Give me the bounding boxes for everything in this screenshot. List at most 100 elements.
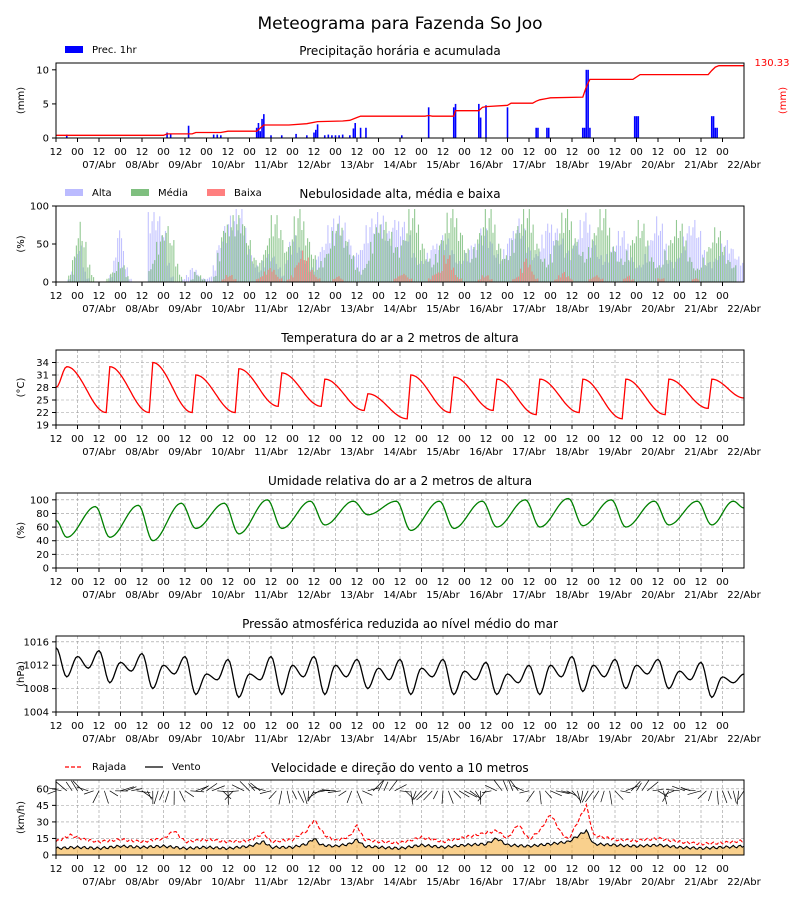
cloud-bar-alta bbox=[501, 260, 503, 282]
cloud-bar-baixa bbox=[588, 279, 590, 282]
cloud-bar-média bbox=[496, 250, 498, 282]
cloud-bar-baixa bbox=[594, 276, 596, 282]
cloud-bar-alta bbox=[581, 238, 583, 282]
x-tick-label: 12 bbox=[523, 864, 536, 875]
cloud-bar-alta bbox=[218, 245, 220, 282]
wind-arrow bbox=[109, 790, 119, 797]
x-date-label: 22/Abr bbox=[727, 447, 761, 458]
x-date-label: 17/Abr bbox=[512, 304, 546, 315]
x-date-label: 14/Abr bbox=[383, 447, 417, 458]
cloud-bar-média bbox=[570, 221, 572, 282]
x-tick-label: 00 bbox=[114, 577, 127, 588]
x-tick-label: 12 bbox=[566, 721, 579, 732]
cloud-bar-média bbox=[685, 240, 687, 282]
wind-arrow bbox=[104, 790, 109, 804]
x-tick-label: 12 bbox=[222, 434, 235, 445]
x-date-label: 15/Abr bbox=[426, 590, 460, 601]
wind-arrow bbox=[190, 790, 205, 793]
y-tick-label: 60 bbox=[36, 523, 49, 534]
cloud-bar-baixa bbox=[451, 269, 453, 282]
cloud-bar-média bbox=[148, 271, 150, 282]
wind-arrow bbox=[687, 790, 702, 795]
x-tick-label: 00 bbox=[716, 721, 729, 732]
x-tick-label: 12 bbox=[222, 721, 235, 732]
cloud-bar-alta bbox=[510, 238, 512, 282]
x-tick-label: 00 bbox=[716, 291, 729, 302]
wind-arrow bbox=[508, 780, 514, 791]
wind-arrow bbox=[539, 790, 542, 805]
cloud-bar-média bbox=[381, 238, 383, 282]
cloud-bar-baixa bbox=[393, 278, 395, 282]
wind-arrow bbox=[550, 790, 562, 797]
cloud-bar-baixa bbox=[569, 278, 571, 282]
wind-arrow bbox=[125, 786, 137, 792]
cloud-bar-alta bbox=[151, 221, 153, 282]
cloud-bar-alta bbox=[235, 209, 237, 282]
cloud-bar-alta bbox=[243, 235, 245, 282]
x-date-label: 08/Abr bbox=[125, 160, 159, 171]
x-tick-label: 12 bbox=[652, 434, 665, 445]
wind-arrow bbox=[453, 790, 462, 799]
x-tick-label: 12 bbox=[308, 577, 321, 588]
cloud-bar-baixa bbox=[663, 278, 665, 282]
x-date-label: 10/Abr bbox=[211, 304, 245, 315]
cloud-bar-média bbox=[324, 257, 326, 282]
accumulated-line bbox=[56, 65, 744, 136]
cloud-bar-baixa bbox=[294, 267, 296, 282]
cloud-bar-alta bbox=[623, 230, 625, 282]
precip-bar bbox=[479, 117, 482, 138]
cloud-bar-baixa bbox=[334, 278, 336, 282]
cloud-bar-baixa bbox=[260, 277, 262, 282]
cloud-bar-média bbox=[456, 218, 458, 282]
cloud-bar-alta bbox=[363, 243, 365, 282]
cloud-bar-baixa bbox=[531, 271, 533, 282]
cloud-bar-média bbox=[362, 269, 364, 282]
cloud-bar-alta bbox=[285, 263, 287, 282]
x-date-label: 16/Abr bbox=[469, 734, 503, 745]
wind-arrow bbox=[184, 790, 194, 798]
cloud-bar-média bbox=[343, 247, 345, 282]
cloud-bar-baixa bbox=[225, 275, 227, 282]
cloud-bar-média bbox=[675, 219, 678, 282]
cloud-bar-alta bbox=[75, 257, 77, 282]
cloud-bar-baixa bbox=[397, 276, 399, 282]
wind-arrow bbox=[211, 785, 225, 792]
x-tick-label: 00 bbox=[587, 721, 600, 732]
x-tick-label: 12 bbox=[351, 721, 364, 732]
cloud-bar-alta bbox=[417, 264, 419, 282]
cloud-bar-média bbox=[502, 259, 504, 282]
cloud-bar-alta bbox=[722, 255, 725, 282]
wind-arrow bbox=[239, 781, 250, 792]
x-tick-label: 12 bbox=[437, 864, 450, 875]
cloud-bar-média bbox=[498, 243, 500, 282]
cloud-bar-média bbox=[480, 235, 483, 282]
cloud-bar-alta bbox=[354, 256, 356, 282]
cloud-bar-média bbox=[201, 279, 204, 282]
cloud-bar-média bbox=[490, 209, 492, 282]
wind-arrow bbox=[716, 790, 719, 805]
wind-arrow bbox=[120, 786, 134, 792]
cloud-bar-alta bbox=[271, 257, 274, 282]
cloud-bar-média bbox=[308, 241, 311, 282]
cloud-bar-média bbox=[513, 252, 515, 282]
cloud-bar-média bbox=[674, 236, 676, 282]
cloud-bar-baixa bbox=[256, 279, 258, 282]
cloud-bar-média bbox=[645, 246, 647, 282]
cloud-bar-alta bbox=[470, 245, 472, 282]
cloud-bar-média bbox=[574, 238, 576, 282]
x-date-label: 14/Abr bbox=[383, 304, 417, 315]
wind-arrow bbox=[222, 790, 232, 800]
cloud-bar-baixa bbox=[561, 273, 564, 282]
cloud-bar-média bbox=[335, 230, 337, 282]
x-tick-label: 00 bbox=[716, 864, 729, 875]
x-tick-label: 00 bbox=[286, 147, 299, 158]
cloud-bar-média bbox=[565, 218, 567, 282]
cloud-bar-baixa bbox=[221, 279, 223, 282]
cloud-bar-média bbox=[698, 269, 700, 282]
precip-bar bbox=[546, 127, 548, 138]
cloud-bar-média bbox=[649, 261, 651, 282]
wind-arrow bbox=[526, 790, 535, 803]
wind-arrow bbox=[697, 790, 707, 800]
cloud-bar-alta bbox=[80, 245, 82, 282]
cloud-bar-média bbox=[161, 235, 163, 282]
